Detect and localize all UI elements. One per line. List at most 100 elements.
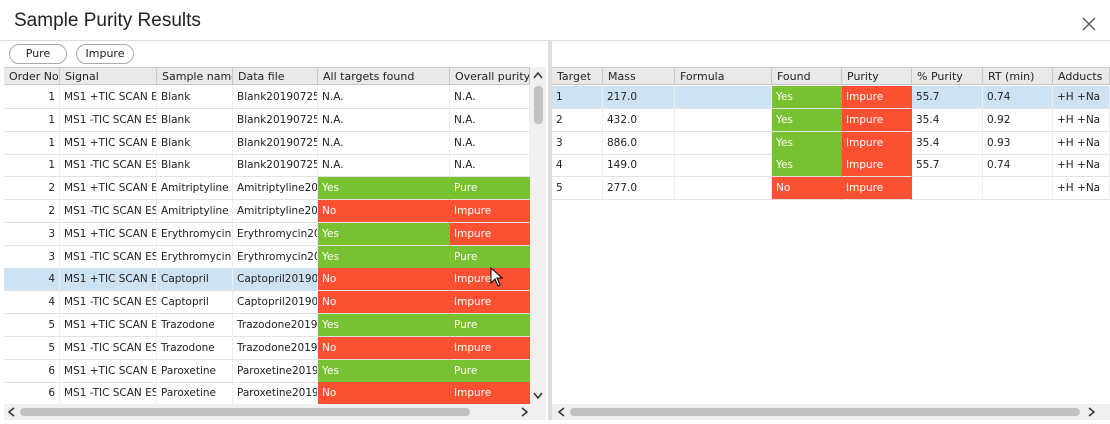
table-cell: 0.93 [983,131,1053,155]
splitter[interactable] [548,40,552,420]
table-cell: MS1 +TIC SCAN ESI [60,177,157,201]
table-cell: 432.0 [603,108,675,132]
table-cell: Impure [842,131,912,155]
table-cell: 4 [552,154,603,178]
table-cell: Blank [157,108,233,132]
table-cell: Trazodone [157,336,233,360]
table-cell: 1 [4,131,60,155]
table-cell: 277.0 [603,177,675,201]
table-cell: No [318,268,450,292]
column-header: Adducts [1053,68,1110,85]
table-cell: MS1 +TIC SCAN ESI [60,131,157,155]
table-cell: N.A. [450,86,530,109]
table-cell: 35.4 [912,131,983,155]
table-cell: No [318,382,450,405]
scrollbar-graphic [557,407,1096,417]
table-cell [675,177,772,201]
table-cell: +H +Na [1053,131,1110,155]
close-button[interactable] [1082,17,1096,31]
table-cell: Amitriptyline [157,177,233,201]
table-cell: 6 [4,382,60,405]
table-cell: 5 [552,177,603,201]
horizontal-scrollbar-left[interactable] [4,404,546,420]
table-cell: 4 [4,291,60,315]
table-cell: MS1 -TIC SCAN ESI F [60,245,157,269]
column-header: Order No [4,68,60,85]
table-cell: +H +Na [1053,154,1110,178]
column-header: All targets found [318,68,450,85]
vertical-scrollbar[interactable] [530,67,546,404]
table-cell: Blank20190725 1 [233,154,318,178]
filter-pure[interactable]: Pure [9,44,67,64]
table-cell: 55.7 [912,86,983,109]
column-header: Formula [675,68,772,85]
column-header: Data file [233,68,318,85]
table-cell: Impure [842,86,912,109]
table-cell: Pure [450,177,530,201]
samples-table: Order No Signal Sample name Data file All ta… [4,67,530,405]
table-cell: 217.0 [603,86,675,109]
table-cell: 886.0 [603,131,675,155]
table-cell: 149.0 [603,154,675,178]
table-cell: 0.74 [983,86,1053,109]
table-cell: N.A. [318,131,450,155]
table-cell: +H +Na [1053,86,1110,109]
table-cell: MS1 -TIC SCAN ESI F [60,382,157,405]
table-cell: Yes [318,245,450,269]
table-cell: N.A. [318,86,450,109]
column-header: Target [552,68,603,85]
table-cell [912,177,983,201]
table-cell: Paroxetine20190 [233,359,318,383]
scrollbar-graphic [533,71,543,400]
table-cell: 3 [4,222,60,246]
table-cell [983,177,1053,201]
table-cell: Erythromycin [157,222,233,246]
table-cell: 4 [4,268,60,292]
table-cell: MS1 -TIC SCAN ESI F [60,291,157,315]
table-cell: N.A. [450,131,530,155]
table-cell: 3 [4,245,60,269]
table-cell: 5 [4,336,60,360]
table-cell: Erythromycin [157,245,233,269]
table-cell: Impure [450,200,530,223]
mouse-cursor [490,267,504,287]
table-cell: 1 [4,154,60,178]
table-cell [675,86,772,109]
table-cell: 5 [4,314,60,337]
table-cell: Yes [318,314,450,337]
column-header: Overall purity [450,68,530,85]
table-cell: Impure [450,291,530,315]
table-cell: Impure [842,177,912,201]
table-cell: Pure [450,359,530,383]
table-cell: Impure [842,108,912,132]
table-cell: Amitriptyline201 [233,200,318,223]
table-cell [675,154,772,178]
table-cell: MS1 -TIC SCAN ESI F [60,200,157,223]
scrollbar-graphic [7,407,529,417]
table-cell: Trazodone20190 [233,314,318,337]
table-cell: No [318,336,450,360]
table-cell: 1 [4,86,60,109]
table-cell: MS1 +TIC SCAN ESI [60,268,157,292]
table-cell: Blank [157,131,233,155]
table-cell: Impure [842,154,912,178]
table-cell: Yes [318,359,450,383]
table-cell: No [772,177,842,201]
table-cell: Yes [772,108,842,132]
table-cell: Captopril [157,291,233,315]
filter-impure[interactable]: Impure [76,44,134,64]
title-bar [0,0,1110,41]
table-cell: N.A. [450,154,530,178]
table-cell: Paroxetine20190 [233,382,318,405]
table-cell: Blank20190725 1 [233,108,318,132]
table-cell: N.A. [318,108,450,132]
table-cell: Blank20190725 1 [233,131,318,155]
column-header: Mass [603,68,675,85]
table-cell: 1 [4,108,60,132]
table-cell: Impure [450,336,530,360]
table-cell: Trazodone20190 [233,336,318,360]
table-cell: Impure [450,382,530,405]
table-cell: Yes [772,154,842,178]
horizontal-scrollbar-right[interactable] [552,404,1110,420]
